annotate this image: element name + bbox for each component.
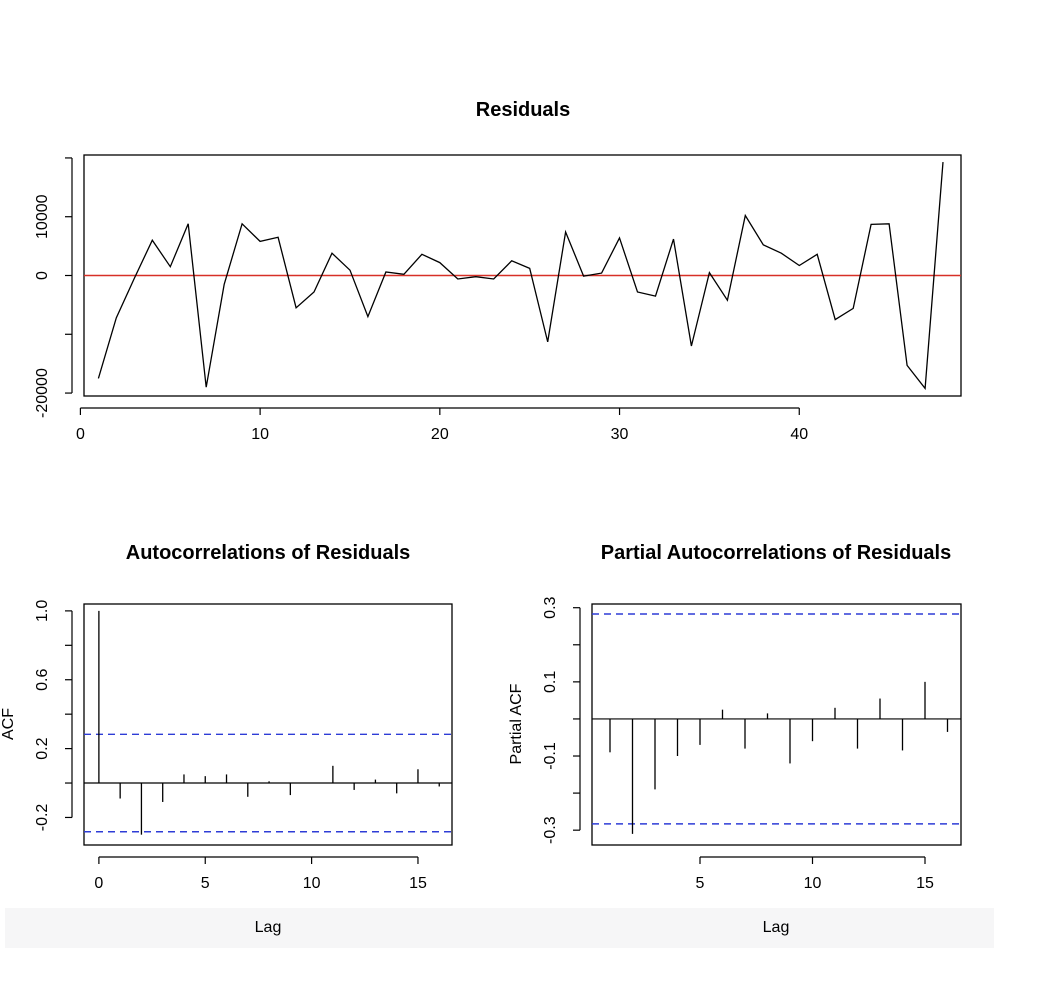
- pacf-x-axis-label: Lag: [763, 919, 790, 936]
- residuals-series-line: [97, 162, 944, 391]
- residuals-x-tick-label: 30: [611, 426, 629, 443]
- residuals-y-tick-label: -20000: [34, 368, 51, 418]
- residuals-x-tick-label: 0: [76, 426, 85, 443]
- pacf-panel: Partial Autocorrelations of Residuals La…: [508, 542, 962, 936]
- acf-y-tick-label: -0.2: [34, 804, 51, 832]
- acf-plot-box: [83, 603, 453, 846]
- pacf-x-tick-label: 15: [916, 875, 934, 892]
- pacf-y-tick-label: 0.3: [542, 596, 559, 618]
- acf-x-tick-label: 10: [303, 875, 321, 892]
- acf-y-tick-label: 1.0: [34, 600, 51, 622]
- acf-panel: Autocorrelations of Residuals Lag ACF 0 5…: [0, 542, 453, 936]
- residuals-x-tick-label: 10: [251, 426, 269, 443]
- pacf-x-tick-label: 10: [804, 875, 822, 892]
- residuals-y-tick-label: 10000: [34, 194, 51, 239]
- pacf-plot-box: [591, 603, 962, 846]
- residuals-x-tick-label: 40: [790, 426, 808, 443]
- acf-x-tick-label: 5: [201, 875, 210, 892]
- acf-x-tick-label: 15: [409, 875, 427, 892]
- acf-y-axis-label: ACF: [0, 708, 17, 740]
- residuals-y-tick-label: 0: [34, 271, 51, 280]
- acf-y-tick-label: 0.6: [34, 669, 51, 691]
- acf-x-tick-label: 0: [94, 875, 103, 892]
- pacf-x-tick-label: 5: [696, 875, 705, 892]
- pacf-y-tick-label: 0.1: [542, 671, 559, 693]
- residuals-x-tick-label: 20: [431, 426, 449, 443]
- acf-title: Autocorrelations of Residuals: [126, 542, 411, 564]
- residuals-title: Residuals: [476, 99, 570, 121]
- pacf-y-axis-label: Partial ACF: [508, 683, 525, 764]
- acf-x-axis-label: Lag: [255, 919, 282, 936]
- pacf-title: Partial Autocorrelations of Residuals: [601, 542, 951, 564]
- acf-y-tick-label: 0.2: [34, 737, 51, 759]
- bottom-band: [5, 908, 994, 948]
- pacf-y-tick-label: -0.1: [542, 742, 559, 770]
- pacf-y-tick-label: -0.3: [542, 816, 559, 844]
- residuals-panel: Residuals 0 10 20 30 40 -20000 0 10000: [34, 99, 962, 443]
